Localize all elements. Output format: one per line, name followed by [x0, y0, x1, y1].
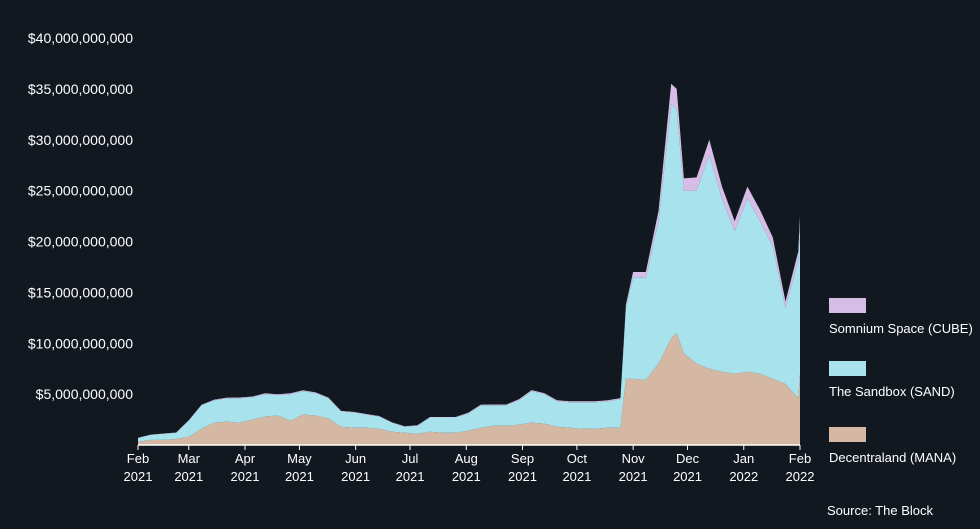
- area-layer: [138, 83, 800, 445]
- y-tick-label: $25,000,000,000: [28, 183, 133, 199]
- legend: Somnium Space (CUBE) The Sandbox (SAND) De…: [829, 298, 973, 465]
- x-tick-month: Dec: [676, 451, 700, 466]
- x-tick-month: Jun: [345, 451, 366, 466]
- x-axis: Feb 2021 Mar 2021 Apr 2021 May 2021 Jun 2021 Jul 20…: [124, 444, 815, 484]
- x-tick-year: 2022: [729, 469, 758, 484]
- x-tick-year: 2021: [231, 469, 260, 484]
- x-tick-month: Apr: [235, 451, 256, 466]
- x-tick-year: 2021: [174, 469, 203, 484]
- x-tick-month: May: [287, 451, 312, 466]
- legend-item: Decentraland (MANA): [829, 427, 956, 465]
- y-tick-label: $35,000,000,000: [28, 81, 133, 97]
- x-tick-year: 2021: [341, 469, 370, 484]
- x-tick-month: Feb: [127, 451, 149, 466]
- legend-swatch: [829, 361, 866, 376]
- x-tick-year: 2021: [396, 469, 425, 484]
- y-axis: $5,000,000,000 $10,000,000,000 $15,000,000…: [28, 30, 133, 402]
- legend-item: The Sandbox (SAND): [829, 361, 955, 399]
- x-tick-year: 2021: [619, 469, 648, 484]
- legend-swatch: [829, 427, 866, 442]
- x-tick-year: 2022: [786, 469, 815, 484]
- legend-item: Somnium Space (CUBE): [829, 298, 973, 336]
- x-tick-month: Nov: [622, 451, 646, 466]
- x-tick-year: 2021: [673, 469, 702, 484]
- x-tick-month: Aug: [455, 451, 478, 466]
- y-tick-label: $20,000,000,000: [28, 234, 133, 250]
- x-tick-year: 2021: [124, 469, 153, 484]
- legend-label: The Sandbox (SAND): [829, 384, 955, 399]
- area-series-1: [138, 104, 800, 442]
- legend-swatch: [829, 298, 866, 313]
- x-tick-month: Sep: [511, 451, 534, 466]
- x-tick-month: Oct: [567, 451, 588, 466]
- x-tick-month: Feb: [789, 451, 811, 466]
- y-tick-label: $40,000,000,000: [28, 30, 133, 46]
- y-tick-label: $15,000,000,000: [28, 284, 133, 300]
- x-tick-year: 2021: [562, 469, 591, 484]
- y-tick-label: $5,000,000,000: [36, 386, 134, 402]
- area-series-0: [138, 333, 800, 445]
- x-tick-year: 2021: [285, 469, 314, 484]
- x-tick-year: 2021: [508, 469, 537, 484]
- x-tick-month: Jan: [733, 451, 754, 466]
- source-note: Source: The Block: [827, 503, 933, 518]
- y-tick-label: $30,000,000,000: [28, 132, 133, 148]
- legend-label: Somnium Space (CUBE): [829, 321, 973, 336]
- legend-label: Decentraland (MANA): [829, 450, 956, 465]
- y-tick-label: $10,000,000,000: [28, 335, 133, 351]
- x-tick-month: Mar: [178, 451, 201, 466]
- x-tick-year: 2021: [452, 469, 481, 484]
- x-tick-month: Jul: [402, 451, 419, 466]
